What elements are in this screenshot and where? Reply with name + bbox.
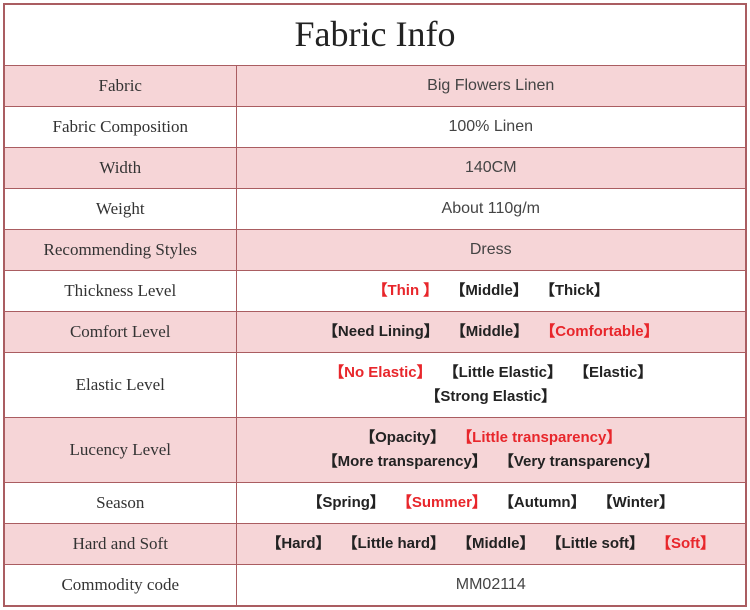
option: 【Spring】 bbox=[307, 492, 385, 515]
table-body: Fabric InfoFabricBig Flowers LinenFabric… bbox=[4, 4, 746, 606]
row-label: Recommending Styles bbox=[4, 230, 236, 271]
row-label: Fabric Composition bbox=[4, 107, 236, 148]
option: 【Opacity】 bbox=[360, 427, 445, 450]
row-value: Big Flowers Linen bbox=[236, 66, 746, 107]
option: 【Middle】 bbox=[450, 280, 528, 303]
row-value: 【Thin 】【Middle】【Thick】 bbox=[236, 271, 746, 312]
table-row: Season【Spring】【Summer】【Autumn】【Winter】 bbox=[4, 483, 746, 524]
table-row: Thickness Level【Thin 】【Middle】【Thick】 bbox=[4, 271, 746, 312]
row-value: 【Hard】【Little hard】【Middle】【Little soft】… bbox=[236, 524, 746, 565]
row-label: Commodity code bbox=[4, 565, 236, 607]
row-label: Weight bbox=[4, 189, 236, 230]
option: 【Middle】 bbox=[457, 533, 535, 556]
row-value: 100% Linen bbox=[236, 107, 746, 148]
table-row: Hard and Soft【Hard】【Little hard】【Middle】… bbox=[4, 524, 746, 565]
table-row: Comfort Level【Need Lining】【Middle】【Comfo… bbox=[4, 312, 746, 353]
row-label: Width bbox=[4, 148, 236, 189]
option: 【Very transparency】 bbox=[499, 451, 659, 474]
fabric-info-table: Fabric InfoFabricBig Flowers LinenFabric… bbox=[3, 3, 747, 607]
option: 【Elastic】 bbox=[574, 362, 652, 385]
option: 【Autumn】 bbox=[499, 492, 586, 515]
table-row: Commodity codeMM02114 bbox=[4, 565, 746, 607]
option: 【Middle】 bbox=[451, 321, 529, 344]
row-label: Season bbox=[4, 483, 236, 524]
table-row: Lucency Level【Opacity】【Little transparen… bbox=[4, 418, 746, 483]
table-row: FabricBig Flowers Linen bbox=[4, 66, 746, 107]
table-row: Fabric Composition100% Linen bbox=[4, 107, 746, 148]
row-label: Hard and Soft bbox=[4, 524, 236, 565]
row-label: Thickness Level bbox=[4, 271, 236, 312]
row-value: 【Spring】【Summer】【Autumn】【Winter】 bbox=[236, 483, 746, 524]
option: 【Hard】 bbox=[266, 533, 330, 556]
table-row: Width140CM bbox=[4, 148, 746, 189]
row-value: 140CM bbox=[236, 148, 746, 189]
option: 【Soft】 bbox=[656, 533, 715, 556]
row-label: Lucency Level bbox=[4, 418, 236, 483]
row-value: 【No Elastic】【Little Elastic】【Elastic】【St… bbox=[236, 353, 746, 418]
option: 【Strong Elastic】 bbox=[425, 386, 556, 409]
row-label: Elastic Level bbox=[4, 353, 236, 418]
option: 【Little transparency】 bbox=[457, 427, 621, 450]
row-label: Fabric bbox=[4, 66, 236, 107]
option: 【Need Lining】 bbox=[323, 321, 439, 344]
option: 【Winter】 bbox=[598, 492, 675, 515]
table-title: Fabric Info bbox=[4, 4, 746, 66]
option: 【Little Elastic】 bbox=[444, 362, 562, 385]
row-label: Comfort Level bbox=[4, 312, 236, 353]
row-value: About 110g/m bbox=[236, 189, 746, 230]
row-value: 【Need Lining】【Middle】【Comfortable】 bbox=[236, 312, 746, 353]
row-value: MM02114 bbox=[236, 565, 746, 607]
option: 【Little hard】 bbox=[343, 533, 446, 556]
table-row: WeightAbout 110g/m bbox=[4, 189, 746, 230]
option: 【Summer】 bbox=[397, 492, 487, 515]
option: 【Comfortable】 bbox=[540, 321, 658, 344]
option: 【Thick】 bbox=[540, 280, 609, 303]
row-value: Dress bbox=[236, 230, 746, 271]
option: 【Thin 】 bbox=[372, 280, 438, 303]
table-row: Elastic Level【No Elastic】【Little Elastic… bbox=[4, 353, 746, 418]
table-row: Recommending StylesDress bbox=[4, 230, 746, 271]
row-value: 【Opacity】【Little transparency】【More tran… bbox=[236, 418, 746, 483]
option: 【Little soft】 bbox=[547, 533, 645, 556]
option: 【No Elastic】 bbox=[329, 362, 432, 385]
option: 【More transparency】 bbox=[323, 451, 487, 474]
